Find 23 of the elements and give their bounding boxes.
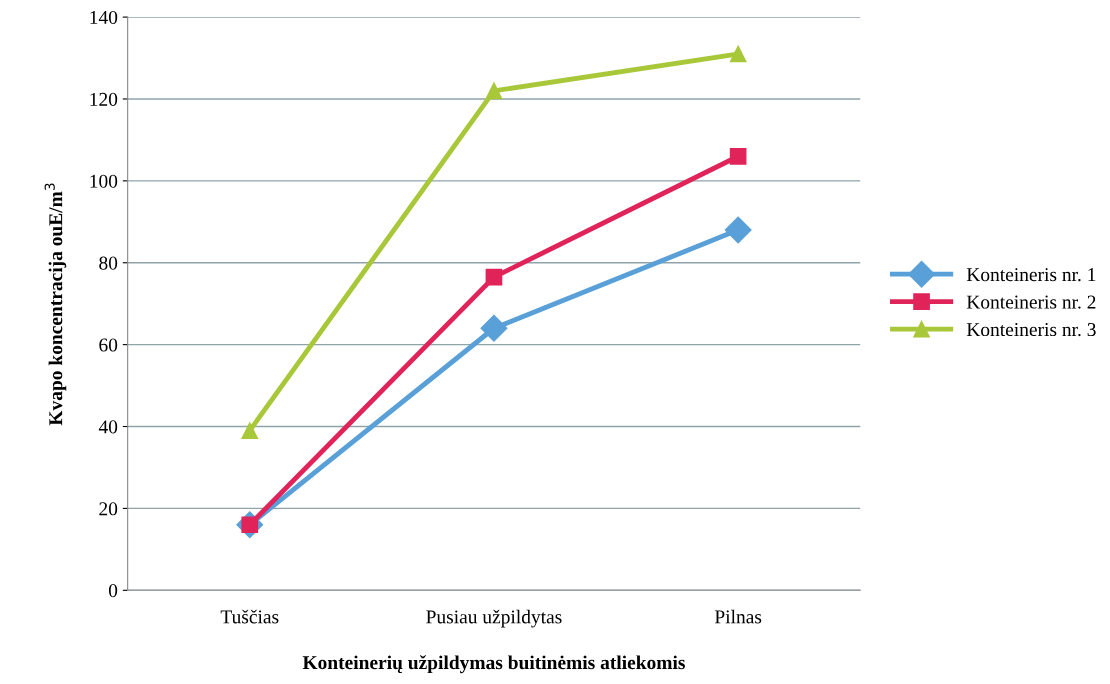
legend-label: Konteineris nr. 2 bbox=[966, 295, 1096, 309]
point bbox=[729, 45, 747, 63]
y-tick-label: 40 bbox=[98, 420, 118, 434]
legend-label: Konteineris nr. 3 bbox=[966, 323, 1096, 337]
point bbox=[241, 422, 259, 439]
x-tick-label: Pusiau užpildytas bbox=[426, 609, 562, 628]
point bbox=[480, 314, 508, 342]
x-tick-label: Tuščias bbox=[220, 609, 279, 624]
point bbox=[485, 82, 503, 100]
y-tick-label: 140 bbox=[90, 10, 118, 25]
point bbox=[485, 268, 503, 286]
y-tick-label: 20 bbox=[99, 502, 118, 516]
legend-label: Konteineris nr. 1 bbox=[966, 268, 1096, 282]
point bbox=[729, 147, 747, 165]
y-tick-label: 80 bbox=[99, 256, 118, 270]
y-tick-label: 60 bbox=[99, 338, 118, 352]
y-tick-label: 100 bbox=[90, 174, 118, 188]
x-axis-title: Konteinerių užpildymas buitinėmis atliekomis bbox=[302, 655, 685, 674]
y-axis-title: Kvapo koncentracija ouE/m$^{3}$ bbox=[44, 183, 67, 426]
x-tick-label: Pilnas bbox=[714, 609, 762, 624]
y-tick-label: 0 bbox=[108, 584, 118, 598]
point bbox=[724, 216, 752, 244]
y-tick-label: 120 bbox=[90, 92, 118, 106]
